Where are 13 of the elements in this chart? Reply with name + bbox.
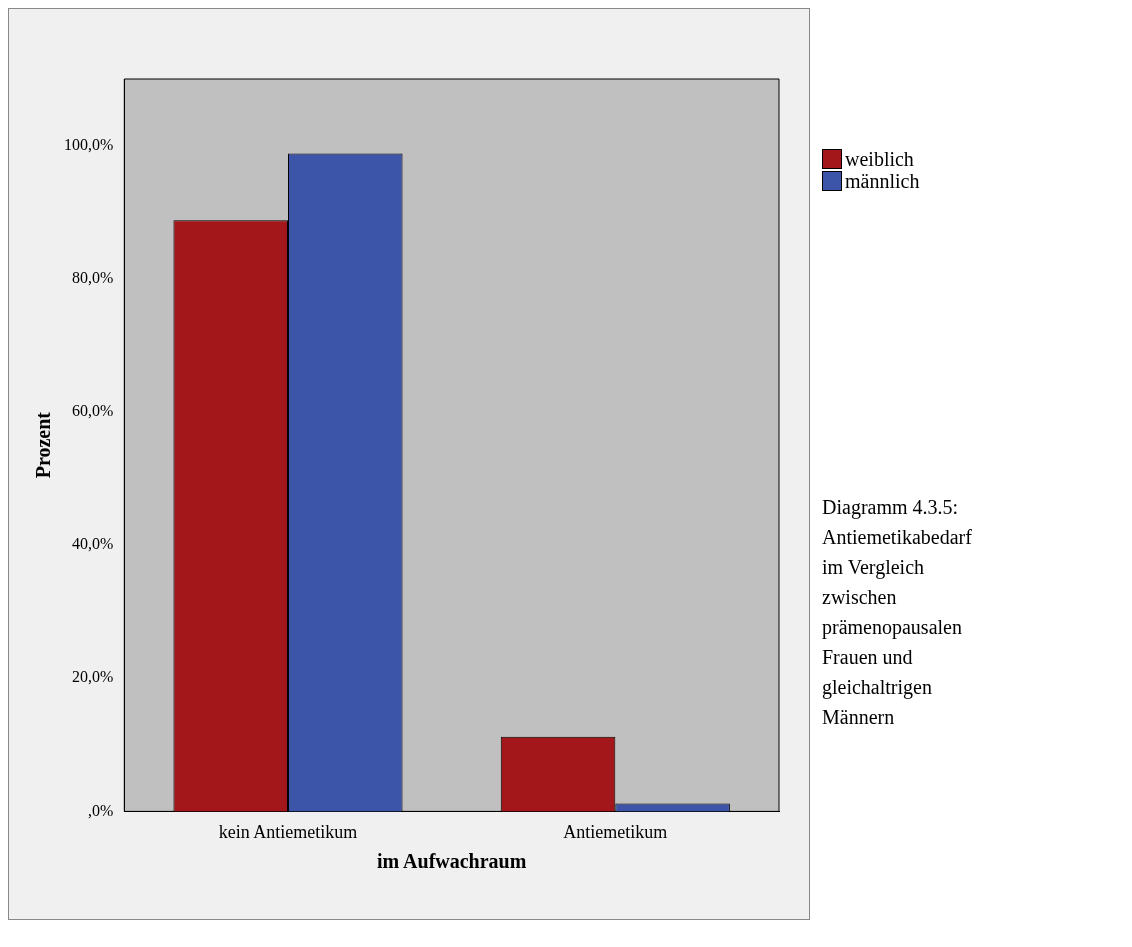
x-tick-label: kein Antiemetikum	[218, 821, 358, 842]
x-axis-title: im Aufwachraum	[376, 850, 527, 873]
y-tick-label: 60,0%	[72, 402, 114, 420]
legend-label: männlich	[845, 169, 920, 193]
y-tick-label: 100,0%	[64, 135, 114, 153]
x-tick-label: Antiemetikum	[563, 821, 668, 842]
legend-label: weiblich	[845, 147, 914, 171]
text: Diagramm 4.3.5: Antiemetikabedarf im Vergleich zwischen prämenopausalen Frauen und gleichaltrigen Männern	[822, 495, 972, 730]
y-tick-label: 20,0%	[72, 668, 114, 686]
y-tick-label: 80,0%	[72, 268, 114, 286]
y-tick-label: ,0%	[88, 801, 114, 819]
y-tick-label: 40,0%	[72, 535, 114, 553]
y-axis-title: Prozent	[32, 411, 55, 479]
